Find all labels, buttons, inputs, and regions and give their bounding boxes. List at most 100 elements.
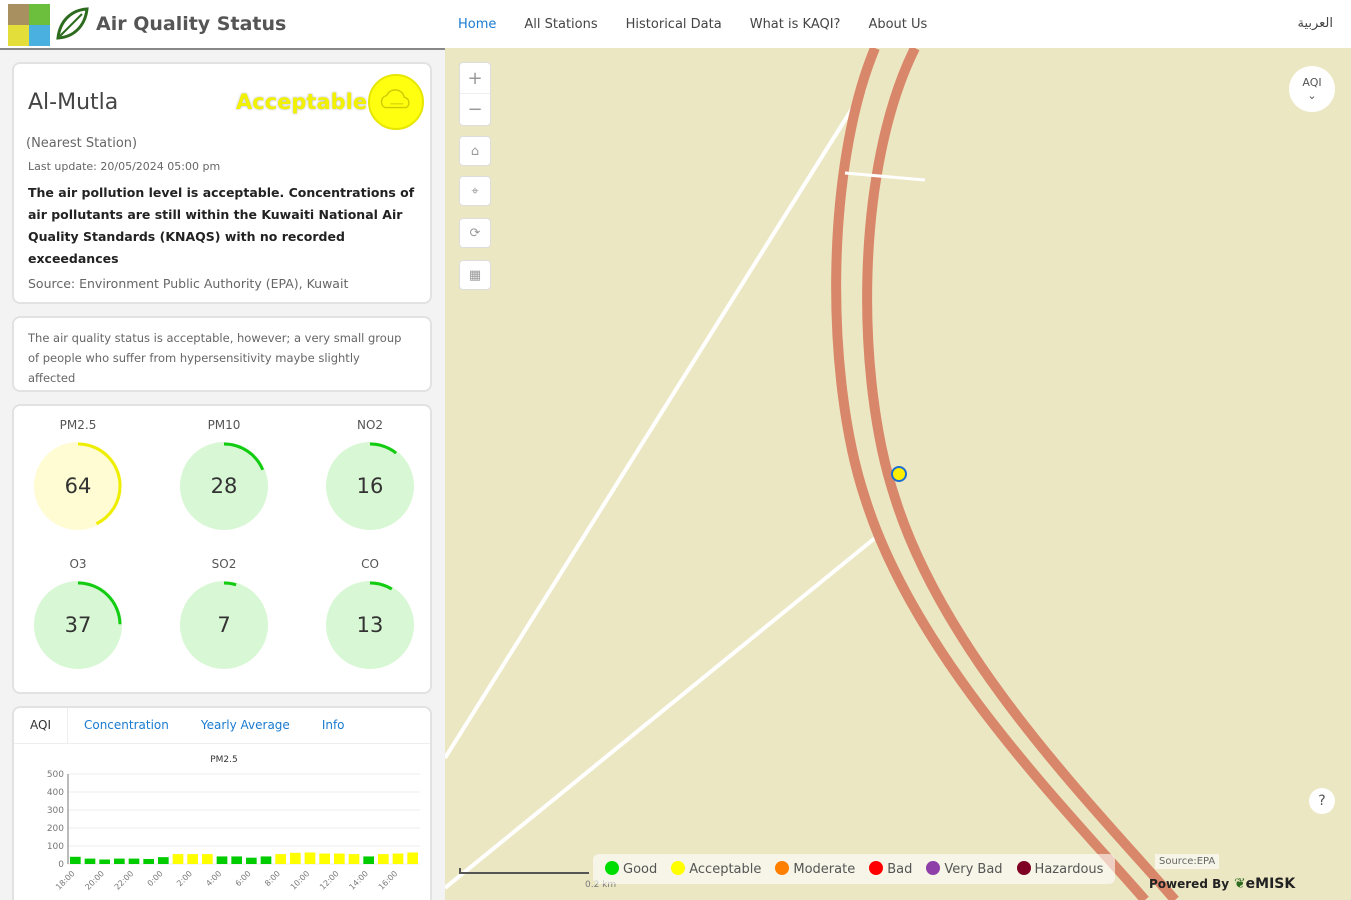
station-marker xyxy=(891,466,907,482)
x-tick-label: 14:00 xyxy=(347,869,370,892)
legend-label: Hazardous xyxy=(1034,862,1104,877)
tab-concentration[interactable]: Concentration xyxy=(83,718,169,732)
legend-item: Moderate xyxy=(775,861,855,877)
x-tick-label: 20:00 xyxy=(83,869,106,892)
zoom-control: + − xyxy=(459,62,491,126)
nav-home[interactable]: Home xyxy=(458,17,497,32)
x-tick-label: 12:00 xyxy=(318,869,341,892)
map-roads xyxy=(445,48,1179,900)
nav-about-us[interactable]: About Us xyxy=(868,17,928,32)
bar-4:00[interactable] xyxy=(216,856,228,864)
x-tick-label: 2:00 xyxy=(175,869,194,888)
main-nav: Home All Stations Historical Data What i… xyxy=(458,17,927,32)
bar-1:00[interactable] xyxy=(172,854,184,864)
pollutant-name: CO xyxy=(361,557,379,571)
x-tick-label: 18:00 xyxy=(54,869,77,892)
legend-label: Acceptable xyxy=(689,862,762,877)
bar-20:00[interactable] xyxy=(99,859,110,865)
pollutant-name: PM2.5 xyxy=(59,418,97,432)
pollutant-gauge-co: CO 13 xyxy=(320,557,420,669)
bar-18:00[interactable] xyxy=(70,856,81,864)
home-button[interactable]: ⌂ xyxy=(459,136,491,166)
x-tick-label: 10:00 xyxy=(289,869,312,892)
nav-what-is-kaqi[interactable]: What is KAQI? xyxy=(749,17,841,32)
tab-yearly-average[interactable]: Yearly Average xyxy=(200,718,290,732)
header: Air Quality Status Home All Stations His… xyxy=(0,0,1351,48)
map-source: Source:EPA xyxy=(1155,854,1220,869)
legend-item: Acceptable xyxy=(671,861,761,877)
bar-21:00[interactable] xyxy=(114,858,125,864)
legend-item: Good xyxy=(605,861,657,877)
map[interactable]: + − ⌂ ⌖ ⟳ ▦ AQI ⌄ ? 0.2 km Good Acceptable… xyxy=(445,48,1351,900)
bar-5:00[interactable] xyxy=(231,856,242,864)
pollutant-gauge-so2: SO2 7 xyxy=(174,557,274,669)
pollutant-gauge-o3: O3 37 xyxy=(28,557,128,669)
bar-16:00[interactable] xyxy=(392,853,404,864)
bar-8:00[interactable] xyxy=(275,854,286,864)
bar-12:00[interactable] xyxy=(334,853,345,864)
scale-label: 0.2 km xyxy=(585,880,617,890)
powered-by-label: Powered By xyxy=(1149,877,1230,891)
tab-info[interactable]: Info xyxy=(321,718,345,732)
leaf-logo xyxy=(56,7,89,40)
legend-item: Hazardous xyxy=(1016,861,1104,877)
bar-15:00[interactable] xyxy=(378,854,389,864)
bar-22:00[interactable] xyxy=(128,858,140,864)
legend-dot xyxy=(671,861,686,875)
pollutant-ring: 28 xyxy=(180,442,268,530)
nav-all-stations[interactable]: All Stations xyxy=(524,17,598,32)
zoom-in-button[interactable]: + xyxy=(460,63,490,94)
legend-label: Good xyxy=(623,862,658,877)
advice-card: The air quality status is acceptable, ho… xyxy=(12,316,432,392)
bar-23:00[interactable] xyxy=(143,858,154,864)
legend-dot xyxy=(926,861,941,875)
refresh-button[interactable]: ⟳ xyxy=(459,218,491,248)
bar-2:00[interactable] xyxy=(187,854,198,864)
bar-17:00[interactable] xyxy=(407,852,418,864)
y-tick-label: 500 xyxy=(47,770,64,780)
pollutant-ring: 37 xyxy=(34,581,122,669)
chart-tabs: AQI Concentration Yearly Average Info xyxy=(14,708,430,744)
language-switch[interactable]: العربية xyxy=(1297,16,1333,31)
legend-item: Very Bad xyxy=(926,861,1003,877)
legend-dot xyxy=(1016,861,1031,875)
bar-7:00[interactable] xyxy=(260,856,272,864)
bar-3:00[interactable] xyxy=(202,854,213,864)
aqi-layer-button[interactable]: AQI ⌄ xyxy=(1289,66,1335,112)
pollutant-value: 16 xyxy=(356,474,384,498)
bar-19:00[interactable] xyxy=(84,858,96,864)
emisk-leaf-icon: ❦ xyxy=(1233,876,1246,892)
last-update: Last update: 20/05/2024 05:00 pm xyxy=(28,160,221,173)
legend-label: Moderate xyxy=(793,862,856,877)
bar-9:00[interactable] xyxy=(290,852,301,864)
y-tick-label: 300 xyxy=(47,806,64,816)
pollutant-name: NO2 xyxy=(356,418,384,432)
pollutant-gauge-pm25: PM2.5 64 xyxy=(28,418,128,530)
data-source: Source: Environment Public Authority (EP… xyxy=(28,276,349,291)
cloud-icon xyxy=(368,74,424,130)
bar-14:00[interactable] xyxy=(363,856,374,864)
pollutant-ring: 7 xyxy=(180,581,268,669)
zoom-out-button[interactable]: − xyxy=(467,99,483,120)
pollutant-ring: 64 xyxy=(34,442,122,530)
tab-aqi[interactable]: AQI xyxy=(14,708,68,743)
x-tick-label: 16:00 xyxy=(377,869,400,892)
layers-button[interactable]: ▦ xyxy=(459,260,491,290)
pollutant-name: PM10 xyxy=(207,418,241,432)
powered-by: Powered By ❦eMISK xyxy=(1149,876,1295,892)
legend-label: Very Bad xyxy=(944,862,1003,877)
pollutant-value: 13 xyxy=(356,613,384,637)
x-tick-label: 0:00 xyxy=(146,869,165,888)
pollutant-value: 28 xyxy=(210,474,238,498)
bar-6:00[interactable] xyxy=(246,857,257,864)
locate-button[interactable]: ⌖ xyxy=(459,176,491,206)
nav-historical-data[interactable]: Historical Data xyxy=(625,17,722,32)
y-tick-label: 0 xyxy=(58,860,64,870)
bar-11:00[interactable] xyxy=(319,853,330,864)
bar-0:00[interactable] xyxy=(158,857,169,864)
epa-logo xyxy=(8,4,50,46)
help-button[interactable]: ? xyxy=(1309,788,1335,814)
bar-10:00[interactable] xyxy=(304,852,316,864)
emisk-brand: eMISK xyxy=(1245,876,1296,892)
bar-13:00[interactable] xyxy=(348,854,360,864)
